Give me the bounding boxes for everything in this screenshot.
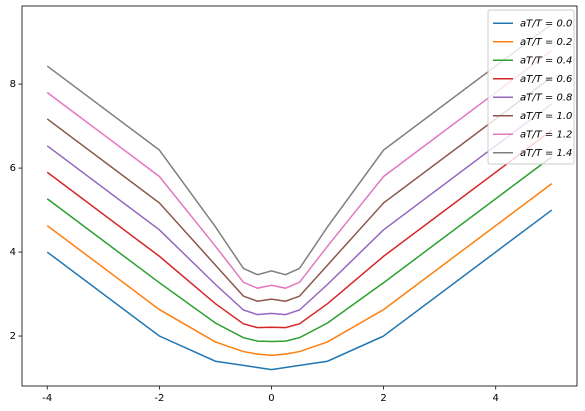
legend-box xyxy=(487,9,575,165)
series-line xyxy=(46,129,553,329)
legend-label: aT/T = 0.0 xyxy=(520,18,572,29)
series-line xyxy=(46,183,553,357)
y-tick-label: 4 xyxy=(10,247,16,258)
series-line xyxy=(46,49,553,289)
x-tick-label: 4 xyxy=(493,393,499,404)
legend-label: aT/T = 1.2 xyxy=(520,129,572,140)
x-tick-label: -2 xyxy=(154,393,164,404)
series-line xyxy=(46,76,553,302)
x-tick-label: 2 xyxy=(380,393,386,404)
legend-label: aT/T = 0.6 xyxy=(520,74,572,85)
y-tick-label: 6 xyxy=(10,163,16,174)
series-line xyxy=(46,103,553,316)
legend-label: aT/T = 0.4 xyxy=(520,55,572,66)
y-tick-label: 8 xyxy=(10,79,16,90)
series-line xyxy=(46,23,553,276)
legend-label: aT/T = 0.2 xyxy=(520,37,572,48)
legend-label: aT/T = 1.4 xyxy=(520,148,572,159)
series-line xyxy=(46,156,553,343)
x-tick-label: 0 xyxy=(268,393,274,404)
y-tick-label: 2 xyxy=(10,331,16,342)
series-line xyxy=(46,209,553,371)
legend-label: aT/T = 1.0 xyxy=(520,111,572,122)
x-tick-label: -4 xyxy=(42,393,52,404)
legend-label: aT/T = 0.8 xyxy=(520,92,572,103)
